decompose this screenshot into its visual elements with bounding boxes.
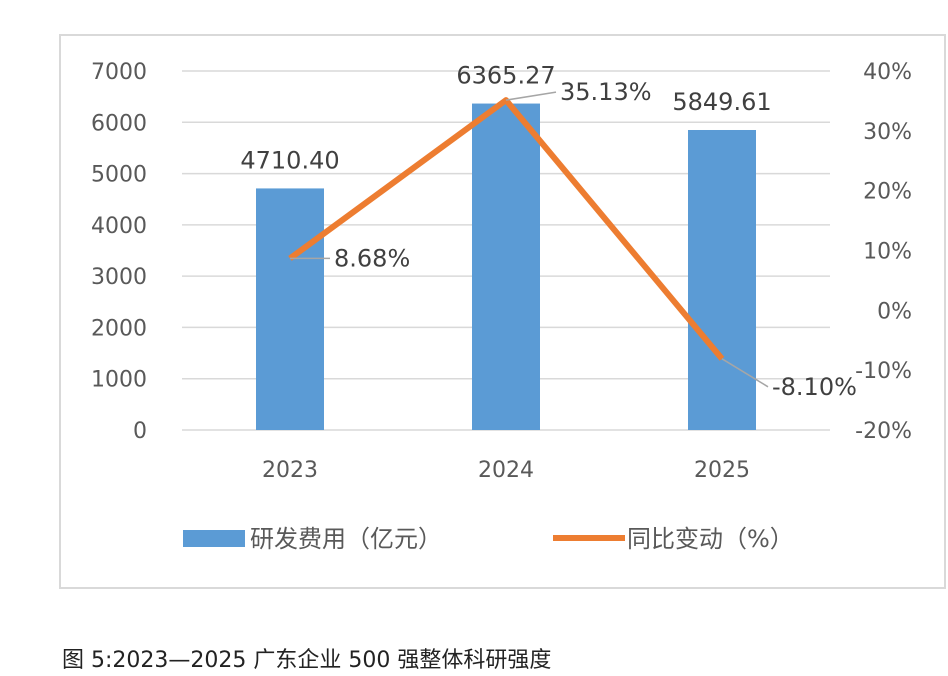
bar-data-label: 6365.27: [456, 62, 555, 90]
right-tick-label: -20%: [855, 419, 912, 444]
leader-line: [721, 358, 769, 388]
line-data-label: -8.10%: [772, 373, 857, 401]
left-tick-label: 0: [133, 419, 147, 444]
bar-data-label: 5849.61: [672, 88, 771, 116]
legend-line-label: 同比变动（%）: [627, 525, 794, 553]
left-tick-label: 1000: [91, 368, 147, 393]
legend-bar-label: 研发费用（亿元）: [250, 525, 442, 553]
right-tick-label: 20%: [863, 180, 912, 205]
category-label: 2025: [694, 458, 750, 483]
bar-2024: [472, 103, 540, 430]
right-tick-label: 10%: [863, 240, 912, 265]
line-data-label: 8.68%: [334, 244, 410, 272]
left-tick-label: 5000: [91, 163, 147, 188]
category-label: 2023: [262, 458, 318, 483]
leader-line: [505, 91, 557, 101]
figure-caption: 图 5:2023—2025 广东企业 500 强整体科研强度: [62, 648, 552, 673]
right-tick-label: 0%: [877, 299, 912, 324]
bar-2025: [688, 129, 756, 430]
bar-data-label: 4710.40: [240, 146, 339, 174]
category-label: 2024: [478, 458, 534, 483]
legend-bar-swatch: [183, 530, 245, 547]
left-tick-label: 6000: [91, 111, 147, 136]
left-tick-label: 4000: [91, 214, 147, 239]
right-tick-label: -10%: [855, 359, 912, 384]
right-tick-label: 40%: [863, 60, 912, 85]
right-tick-label: 30%: [863, 120, 912, 145]
left-tick-label: 3000: [91, 265, 147, 290]
line-data-label: 35.13%: [560, 78, 652, 106]
bar-2023: [256, 188, 324, 430]
combo-chart: 0 1000 2000 3000 4000 5000 6000 7000 -20% -10% 0% 1…: [59, 34, 946, 589]
left-tick-label: 7000: [91, 60, 147, 85]
left-tick-label: 2000: [91, 316, 147, 341]
